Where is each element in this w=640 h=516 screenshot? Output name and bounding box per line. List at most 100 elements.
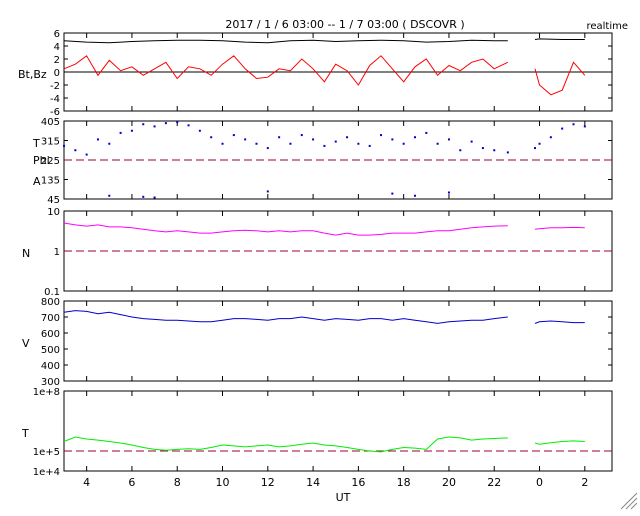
data-point: [425, 131, 428, 134]
series-line-temperature-1: [534, 440, 585, 445]
y-tick-label: 45: [47, 195, 60, 206]
series-line-speed-0: [63, 310, 508, 324]
x-tick-label: 18: [397, 476, 411, 489]
data-point: [63, 144, 65, 147]
y-tick-label: 6: [54, 29, 60, 40]
y-tick-labels-density: 10 1 0.1: [44, 207, 60, 298]
y-tick-labels-angles: 405 315 225 135 45: [41, 117, 60, 206]
y-tick-label: 0: [54, 68, 60, 79]
resize-grip-icon[interactable]: [620, 492, 638, 510]
data-point: [447, 138, 450, 141]
y-tick-label: 135: [41, 176, 60, 187]
data-point: [413, 194, 416, 197]
data-point: [232, 134, 235, 137]
data-point: [142, 123, 145, 126]
y-axis-label-magnetic-field: Bt,Bz: [18, 68, 47, 81]
data-point: [221, 142, 224, 145]
x-tick-labels: 4 6 8 10 12 14 16 18 20 22 0 2: [83, 476, 588, 489]
x-axis-label: UT: [336, 491, 351, 504]
data-point: [266, 190, 269, 193]
y-tick-label: 400: [41, 361, 60, 372]
panel-density: 10 1 0.1 N: [22, 207, 613, 298]
data-point: [85, 153, 88, 156]
data-point: [391, 138, 394, 141]
x-tick-label: 14: [306, 476, 320, 489]
panel-frame-temperature: [63, 390, 613, 472]
data-point: [244, 138, 247, 141]
series-line-bz-1: [534, 61, 586, 96]
data-point: [334, 140, 337, 143]
y-tick-label: -2: [50, 81, 60, 92]
data-point: [561, 127, 564, 130]
data-point: [210, 136, 213, 139]
data-point: [153, 125, 156, 128]
y-axis-label-angles-2: A: [33, 175, 41, 188]
y-tick-label: 405: [41, 117, 60, 128]
y-tick-label: 300: [41, 377, 60, 388]
data-point: [176, 121, 179, 124]
data-point: [187, 124, 190, 127]
series-line-density-1: [534, 226, 585, 230]
data-point: [436, 142, 439, 145]
data-point: [74, 149, 77, 152]
panels-group: 6 4 2 0 -2 -4 -6 Bt,Bz 405 315 225 135 45 T Phi A 10 1 0.1…: [18, 29, 613, 478]
data-point: [368, 144, 371, 147]
data-point: [108, 142, 111, 145]
y-tick-label: 1: [54, 247, 60, 258]
data-point: [198, 129, 201, 132]
y-tick-label: -6: [50, 107, 60, 118]
data-point: [380, 134, 383, 137]
data-point: [357, 142, 360, 145]
x-tick-label: 4: [83, 476, 90, 489]
data-point: [402, 142, 405, 145]
data-point: [413, 136, 416, 139]
data-point: [278, 136, 281, 139]
panel-speed: 800 700 600 500 400 300 V: [22, 297, 613, 388]
y-axis-label-angles-1: Phi: [33, 154, 50, 167]
y-tick-label: 0.1: [44, 287, 60, 298]
data-point: [255, 142, 258, 145]
data-point: [391, 192, 394, 195]
data-point: [538, 142, 541, 145]
data-point: [142, 195, 145, 198]
x-tick-label: 2: [581, 476, 588, 489]
panel-frame-angles: [63, 120, 613, 200]
data-point: [164, 122, 167, 125]
data-point: [312, 138, 315, 141]
data-point: [119, 131, 122, 134]
data-point: [583, 125, 586, 128]
panel-magnetic-field: 6 4 2 0 -2 -4 -6 Bt,Bz: [18, 29, 613, 118]
y-tick-label: 1e+4: [33, 467, 60, 478]
data-point: [572, 123, 575, 126]
data-point: [534, 147, 537, 150]
y-tick-label: 10: [47, 207, 60, 218]
x-tick-label: 0: [536, 476, 543, 489]
panel-angles: 405 315 225 135 45 T Phi A: [32, 117, 613, 206]
panel-temperature: 1e+8 1e+5 1e+4 T: [21, 387, 613, 478]
y-axis-label-temperature: T: [21, 427, 29, 440]
series-line-bz-0: [63, 55, 509, 86]
y-tick-labels-temperature: 1e+8 1e+5 1e+4: [33, 387, 60, 478]
series-theta: [108, 190, 450, 199]
data-point: [481, 147, 484, 150]
y-axis-label-speed: V: [22, 337, 30, 350]
y-tick-label: 800: [41, 297, 60, 308]
x-tick-label: 20: [442, 476, 456, 489]
panel-frame-speed: [63, 300, 613, 382]
y-tick-label: 1e+5: [33, 447, 60, 458]
data-point: [346, 136, 349, 139]
series-line-bt-0: [63, 39, 508, 44]
y-tick-labels-magnetic-field: 6 4 2 0 -2 -4 -6: [50, 29, 60, 118]
y-tick-label: 315: [41, 137, 60, 148]
x-tick-label: 12: [261, 476, 275, 489]
data-point: [323, 144, 326, 147]
x-tick-label: 10: [216, 476, 230, 489]
x-tick-label: 16: [351, 476, 365, 489]
y-axis-label-density: N: [22, 247, 30, 260]
data-point: [506, 151, 509, 154]
y-tick-label: 2: [54, 55, 60, 66]
data-point: [289, 142, 292, 145]
y-tick-label: -4: [50, 94, 60, 105]
y-tick-label: 225: [41, 156, 60, 167]
